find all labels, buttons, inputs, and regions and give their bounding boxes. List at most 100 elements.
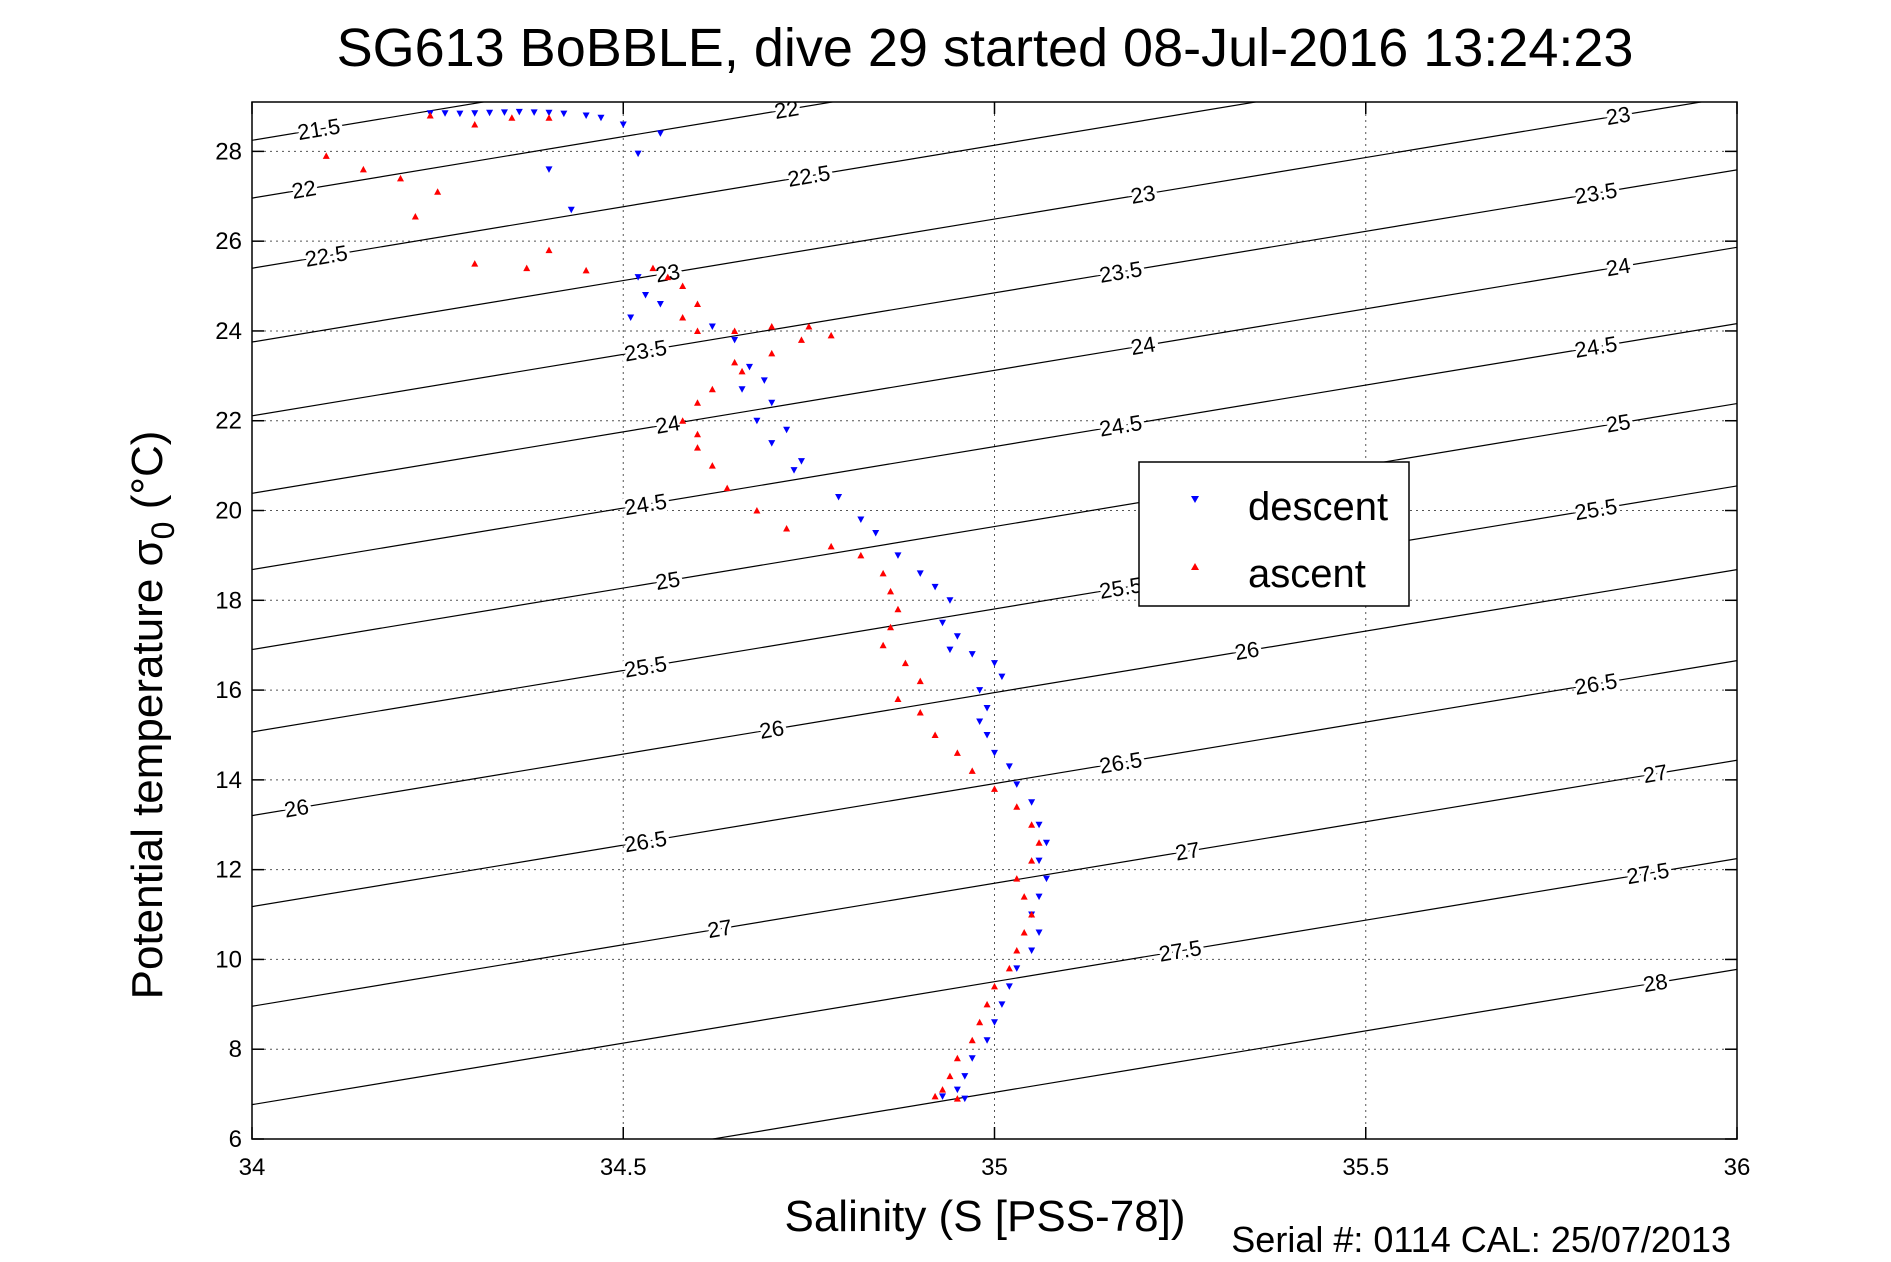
ascent-point [953,1095,961,1102]
ascent-point [471,260,479,267]
descent-point [567,206,575,214]
chart-title: SG613 BoBBLE, dive 29 started 08-Jul-201… [337,18,1634,78]
ascent-point [991,785,998,792]
ascent-point [694,444,701,451]
isopycnal-label: 27 [1173,837,1201,866]
ascent-point [953,749,961,756]
descent-point [1005,983,1013,990]
ascent-point [827,542,835,550]
descent-point [790,467,798,474]
ascent-point [797,336,805,343]
descent-point [939,1093,947,1100]
y-tick-label: 26 [215,228,242,255]
y-tick-label: 8 [229,1036,242,1063]
y-axis-label-main: Potential temperature σ [123,539,172,999]
isopycnal-label: 25 [1604,409,1632,438]
legend-ascent-label: ascent [1248,552,1366,596]
isopycnal-label: 24 [1129,331,1157,360]
ascent-point [411,212,419,220]
isopycnal-label: 23 [1604,101,1632,130]
descent-point [998,673,1006,681]
ascent-point [901,659,909,667]
isopycnal-label: 25 [654,566,682,595]
descent-point [983,731,991,739]
y-tick-label: 28 [215,138,242,165]
isopycnal-label: 26 [1233,636,1261,665]
ascent-point [359,165,367,173]
ascent-point [434,188,442,195]
ascent-point [879,569,887,577]
y-tick-label: 6 [229,1126,242,1153]
ascent-point [471,120,479,128]
ascent-point [968,767,976,774]
descent-point [656,301,664,308]
descent-point [597,114,605,122]
descent-point [545,109,553,117]
descent-point [939,619,947,627]
descent-point [976,687,984,694]
ascent-point [708,462,716,469]
x-axis-label: Salinity (S [PSS-78]) [784,1192,1185,1241]
descent-point [619,121,627,128]
descent-point [560,110,568,118]
descent-point [894,552,902,559]
ascent-point [916,677,924,685]
ascent-point [1035,839,1043,846]
isopycnal-line [252,759,1737,1007]
isopycnal-label: 24 [654,410,682,439]
descent-point [1042,839,1050,847]
ascent-point [968,1036,976,1044]
y-tick-label: 20 [215,498,242,525]
y-tick-label: 10 [215,946,242,973]
descent-point [545,166,553,173]
isopycnal-line [252,569,1737,817]
descent-point [1042,875,1050,883]
ascent-point [1005,964,1013,972]
descent-point [1013,781,1021,788]
x-tick-label: 34 [239,1154,266,1181]
ascent-point [545,114,553,121]
descent-point [953,633,961,640]
descent-point [835,494,843,501]
descent-point [961,1095,969,1103]
descent-point [760,377,768,384]
descent-point [1035,929,1043,936]
isopycnal-line [252,322,1737,571]
isopycnal-line [252,660,1737,908]
ascent-point [976,1018,984,1026]
ascent-point [426,111,434,119]
ascent-point [946,1072,954,1080]
descent-point [642,292,650,299]
x-tick-label: 35.5 [1342,1154,1389,1181]
ascent-point [931,1092,939,1100]
descent-point [627,314,635,321]
descent-point [1028,799,1036,806]
y-tick-label: 12 [215,857,242,884]
isopycnal-label: 27 [706,914,734,943]
descent-point [768,440,776,447]
ascent-point [931,731,939,738]
legend: descent ascent [1138,461,1410,607]
descent-point [471,110,479,117]
y-axis-label-unit: (°C) [123,431,172,522]
ascent-point [723,484,731,492]
isopycnal-label: 27 [1641,759,1669,788]
y-tick-label: 18 [215,587,242,614]
ascent-point [545,246,553,254]
isopycnal-line [252,402,1737,651]
descent-point [486,109,494,117]
x-tick-label: 34.5 [600,1154,647,1181]
descent-point [634,150,642,158]
isopycnal-label: 28 [1641,969,1669,998]
ascent-point [679,313,687,321]
isopycnal-label: 26 [282,794,310,823]
descent-point [738,386,746,393]
x-tick-label: 35 [981,1154,1008,1181]
ascent-point [523,264,531,272]
y-tick-label: 24 [215,318,242,345]
legend-box [1138,461,1410,607]
ascent-point [694,430,701,438]
ascent-point [1028,857,1036,864]
y-tick-label: 22 [215,408,242,435]
y-axis-label: Potential temperature σ0 (°C) [123,431,181,1000]
